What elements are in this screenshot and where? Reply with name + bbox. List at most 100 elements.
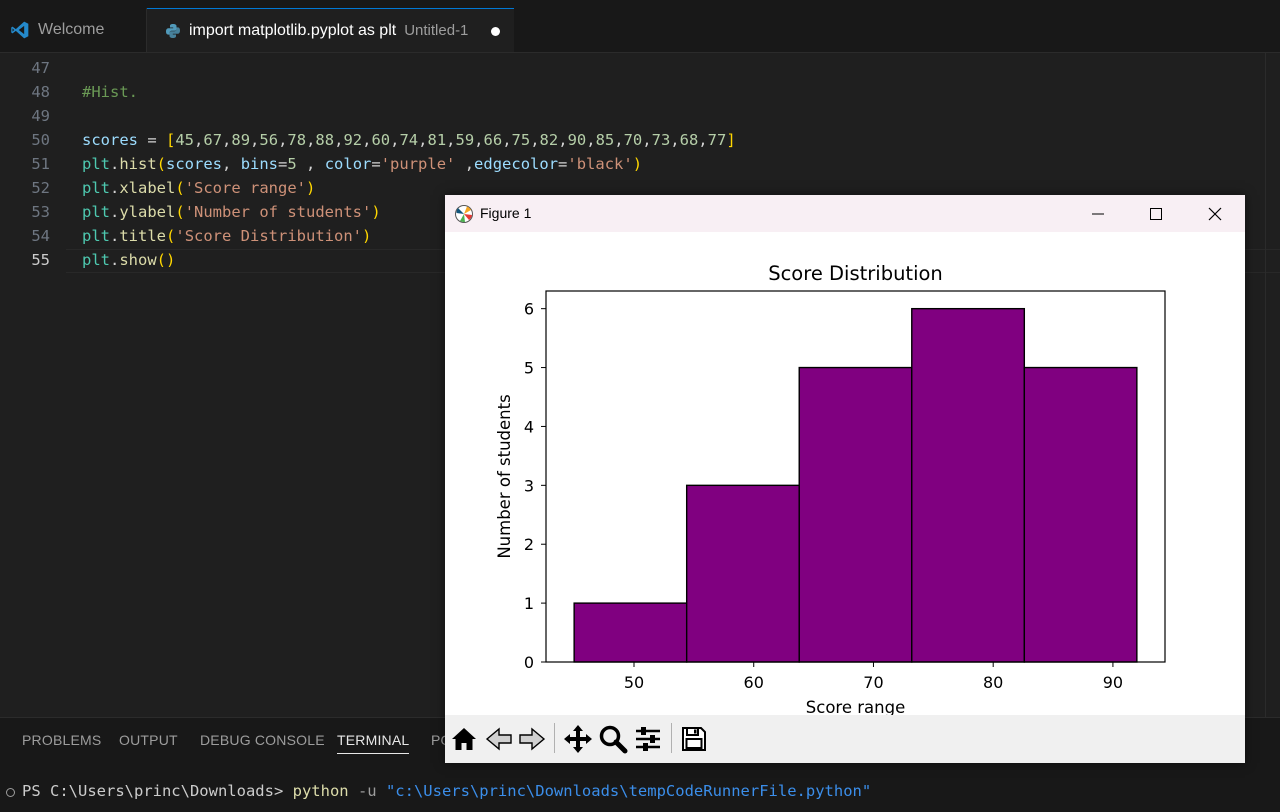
tab-terminal[interactable]: TERMINAL [337, 732, 410, 754]
configure-icon[interactable] [631, 722, 665, 756]
line-number: 48 [31, 83, 50, 101]
code-line[interactable]: 51 plt.hist(scores, bins=5 , color='purpl… [0, 152, 1280, 176]
code-line[interactable]: 48 #Hist. [0, 80, 1280, 104]
code-token: , [222, 155, 241, 173]
code-token: 67 [203, 131, 223, 149]
code-line[interactable]: 52 plt.xlabel('Score range') [0, 176, 1280, 200]
code-line[interactable]: 49 [0, 104, 1280, 128]
tab-debug-console[interactable]: DEBUG CONSOLE [200, 732, 325, 748]
code-text: plt.title('Score Distribution') [82, 224, 371, 248]
y-tick-label: 5 [524, 359, 534, 378]
histogram-bar [911, 307, 1026, 663]
code-token: ( [166, 227, 176, 245]
code-token: 68 [679, 131, 699, 149]
histogram-chart: 50 60 70 80 90 0 1 2 3 4 5 6 Score Distribution Score… [495, 262, 1166, 717]
x-tick-label: 70 [863, 673, 883, 692]
histogram-bar [1023, 366, 1138, 663]
code-token: 'Score Distribution' [175, 227, 362, 245]
x-tick-label: 60 [744, 673, 764, 692]
code-token: , [418, 131, 428, 149]
code-line[interactable]: 50 scores = [45,67,89,56,78,88,92,60,74,8… [0, 128, 1280, 152]
code-token: xlabel [119, 179, 176, 197]
code-token: ) [306, 179, 316, 197]
save-icon[interactable] [677, 722, 711, 756]
line-number: 54 [31, 227, 50, 245]
tab-problems[interactable]: PROBLEMS [22, 732, 102, 748]
code-token: , [194, 131, 204, 149]
plot-area[interactable]: 50 60 70 80 90 0 1 2 3 4 5 6 Score Distribution Score… [445, 232, 1245, 717]
terminal-prompt: PS C:\Users\princ\Downloads> [22, 782, 293, 800]
code-token: = [138, 131, 166, 149]
editor-scrollbar[interactable] [1265, 53, 1280, 717]
terminal-path: "c:\Users\princ\Downloads\tempCodeRunner… [385, 782, 872, 800]
code-token: color [324, 155, 372, 173]
code-token: , [642, 131, 652, 149]
back-icon[interactable] [482, 722, 516, 756]
code-line[interactable]: 55 plt.show() [0, 248, 1280, 272]
chart-title: Score Distribution [768, 262, 943, 285]
tab-description: Untitled-1 [404, 22, 469, 39]
terminal-line[interactable]: PS C:\Users\princ\Downloads> python -u "… [22, 782, 871, 800]
code-token: 'Number of students' [184, 203, 372, 221]
code-line[interactable]: 47 [0, 56, 1280, 80]
axes-frame [545, 290, 1166, 663]
code-token: , [446, 131, 456, 149]
line-number: 50 [31, 131, 50, 149]
y-tick-label: 0 [524, 653, 534, 672]
vscode-icon [10, 20, 30, 40]
code-token: , [474, 131, 484, 149]
code-token: 89 [231, 131, 251, 149]
code-token: 70 [623, 131, 643, 149]
tab-output[interactable]: OUTPUT [119, 732, 178, 748]
terminal-status-icon [6, 788, 15, 797]
terminal-flag: -u [348, 782, 386, 800]
code-token: scores [166, 155, 223, 173]
code-text: plt.hist(scores, bins=5 , color='purple'… [82, 152, 642, 176]
histogram-bar [685, 484, 800, 663]
code-token: [ [166, 131, 176, 149]
line-number: 55 [31, 251, 50, 269]
line-number: 51 [31, 155, 50, 173]
code-token: ylabel [119, 203, 176, 221]
code-token: , [455, 155, 475, 173]
code-token: ) [362, 227, 372, 245]
code-token: ) [371, 203, 381, 221]
home-icon[interactable] [447, 722, 481, 756]
figure-titlebar[interactable]: Figure 1 [445, 195, 1245, 232]
tab-welcome[interactable]: Welcome [0, 8, 147, 52]
close-button[interactable] [1186, 195, 1244, 232]
toolbar-separator [554, 723, 555, 753]
code-token: , [698, 131, 708, 149]
pan-icon[interactable] [561, 722, 595, 756]
toolbar-separator [671, 723, 672, 753]
code-text: #Hist. [82, 80, 138, 104]
figure-window[interactable]: Figure 1 50 60 70 80 90 0 1 2 3 4 5 6 Score Distribu… [445, 195, 1245, 763]
tab-untitled-1[interactable]: import matplotlib.pyplot as plt Untitled… [147, 8, 514, 52]
code-token: 45 [175, 131, 195, 149]
minimize-button[interactable] [1069, 195, 1127, 232]
code-editor[interactable]: 47 48 #Hist. 49 50 scores = [45,67,89,56,78,8… [0, 53, 1280, 717]
code-token: plt [82, 155, 110, 173]
code-token: . [110, 203, 120, 221]
figure-title: Figure 1 [480, 205, 532, 221]
figure-toolbar [445, 715, 1245, 763]
code-text: plt.xlabel('Score range') [82, 176, 315, 200]
code-line[interactable]: 53 plt.ylabel('Number of students') [0, 200, 1280, 224]
forward-icon[interactable] [515, 722, 549, 756]
x-tick-label: 80 [983, 673, 1003, 692]
editor-tab-bar: Welcome import matplotlib.pyplot as plt … [0, 8, 1280, 53]
maximize-button[interactable] [1127, 195, 1185, 232]
code-line[interactable]: 54 plt.title('Score Distribution') [0, 224, 1280, 248]
code-token: 66 [483, 131, 503, 149]
unsaved-dot-icon[interactable] [491, 27, 500, 36]
zoom-icon[interactable] [596, 722, 630, 756]
code-text: scores = [45,67,89,56,78,88,92,60,74,81,… [82, 128, 736, 152]
code-token: #Hist. [82, 83, 138, 101]
code-token: plt [82, 227, 110, 245]
code-token: title [119, 227, 167, 245]
line-number: 53 [31, 203, 50, 221]
tab-label: Welcome [38, 21, 105, 38]
python-icon [165, 23, 181, 39]
code-token: edgecolor [474, 155, 559, 173]
y-tick-label: 4 [524, 417, 534, 436]
